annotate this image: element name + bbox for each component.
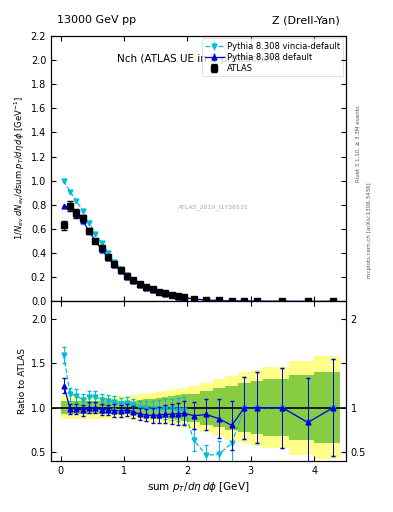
Text: Nch (ATLAS UE in Z production): Nch (ATLAS UE in Z production) [117,54,280,65]
Text: ATLAS_2019_I1736531: ATLAS_2019_I1736531 [178,204,249,210]
Text: mcplots.cern.ch [arXiv:1306.3436]: mcplots.cern.ch [arXiv:1306.3436] [367,183,373,278]
Text: Z (Drell-Yan): Z (Drell-Yan) [272,15,340,25]
Y-axis label: $1/N_{ev}\ dN_{ev}/d$sum $p_T/d\eta\,d\phi\ [\mathrm{GeV}^{-1}]$: $1/N_{ev}\ dN_{ev}/d$sum $p_T/d\eta\,d\p… [12,97,27,241]
Text: 13000 GeV pp: 13000 GeV pp [57,15,136,25]
Legend: Pythia 8.308 vincia-default, Pythia 8.308 default, ATLAS: Pythia 8.308 vincia-default, Pythia 8.30… [202,38,343,76]
X-axis label: sum $p_T/d\eta\,d\phi\ [\mathrm{GeV}]$: sum $p_T/d\eta\,d\phi\ [\mathrm{GeV}]$ [147,480,250,494]
Y-axis label: Ratio to ATLAS: Ratio to ATLAS [18,348,27,414]
Text: Rivet 3.1.10, ≥ 3.3M events: Rivet 3.1.10, ≥ 3.3M events [356,105,361,182]
